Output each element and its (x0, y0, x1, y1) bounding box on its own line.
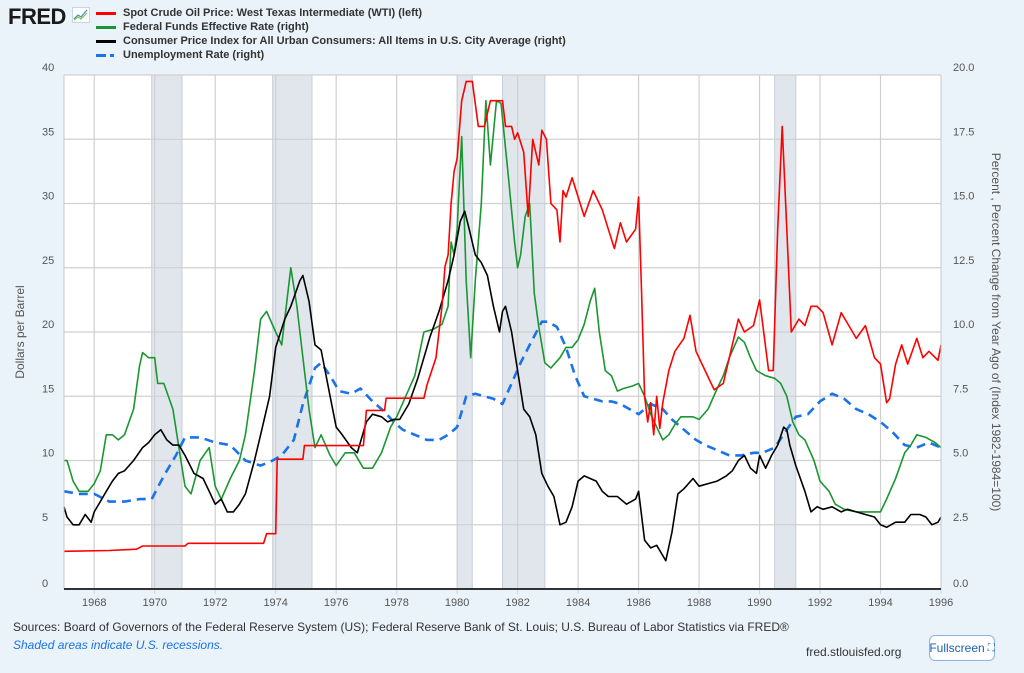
legend-item-unrate[interactable]: Unemployment Rate (right) (96, 48, 566, 62)
left-tick-label: 0 (42, 578, 48, 590)
x-tick-label: 1988 (687, 597, 711, 609)
fred-logo[interactable]: FRED (8, 4, 66, 29)
series-line-fed-funds[interactable] (64, 99, 942, 513)
line-chart: 0 5 10 15 20 25 30 35 40 0.0 2.5 5.0 7.5 10.0 12.5 15.0… (13, 62, 1003, 609)
legend-item-cpi[interactable]: Consumer Price Index for All Urban Consu… (96, 34, 566, 48)
legend-swatch-black (96, 39, 116, 43)
sources-text: Sources: Board of Governors of the Feder… (13, 620, 789, 634)
site-url[interactable]: fred.stlouisfed.org (806, 645, 902, 659)
recession-note[interactable]: Shaded areas indicate U.S. recessions. (13, 638, 224, 652)
legend-swatch-red (96, 11, 116, 15)
series-lines (63, 80, 942, 562)
right-tick-label: 12.5 (953, 255, 974, 267)
left-tick-label: 15 (42, 383, 54, 395)
left-tick-label: 20 (42, 319, 54, 331)
x-tick-label: 1968 (82, 597, 106, 609)
x-tick-label: 1984 (566, 597, 590, 609)
series-line-unemployment[interactable] (63, 320, 942, 503)
x-tick-label: 1978 (384, 597, 408, 609)
right-tick-label: 17.5 (953, 126, 974, 138)
left-tick-label: 40 (42, 62, 54, 74)
x-tick-label: 1990 (747, 597, 771, 609)
chart-legend: Spot Crude Oil Price: West Texas Interme… (96, 6, 566, 62)
legend-item-fedfunds[interactable]: Federal Funds Effective Rate (right) (96, 20, 566, 34)
x-tick-label: 1976 (324, 597, 348, 609)
fullscreen-button[interactable]: Fullscreen ⛶ (929, 635, 995, 661)
series-line-cpi[interactable] (63, 210, 942, 562)
left-tick-label: 5 (42, 512, 48, 524)
right-tick-label: 0.0 (953, 578, 968, 590)
right-tick-label: 7.5 (953, 383, 968, 395)
x-tick-label: 1996 (929, 597, 953, 609)
left-tick-label: 10 (42, 448, 54, 460)
fullscreen-label: Fullscreen (929, 641, 985, 655)
left-tick-label: 30 (42, 191, 54, 203)
x-tick-label: 1982 (505, 597, 529, 609)
x-tick-label: 1986 (626, 597, 650, 609)
left-axis-title: Dollars per Barrel (13, 285, 27, 378)
x-tick-label: 1970 (142, 597, 166, 609)
right-tick-label: 10.0 (953, 319, 974, 331)
right-tick-label: 20.0 (953, 62, 974, 74)
legend-label: Federal Funds Effective Rate (right) (123, 21, 309, 33)
legend-label: Spot Crude Oil Price: West Texas Interme… (123, 7, 423, 19)
series-line-wti-oil[interactable] (63, 80, 942, 553)
axes: 0 5 10 15 20 25 30 35 40 0.0 2.5 5.0 7.5 10.0 12.5 15.0… (42, 62, 974, 609)
right-tick-label: 5.0 (953, 448, 968, 460)
left-tick-label: 35 (42, 126, 54, 138)
x-tick-label: 1980 (445, 597, 469, 609)
x-tick-label: 1992 (808, 597, 832, 609)
legend-label: Unemployment Rate (right) (123, 49, 265, 61)
legend-swatch-green (96, 25, 116, 29)
line-chart-icon (72, 7, 90, 23)
left-tick-label: 25 (42, 255, 54, 267)
legend-item-wti[interactable]: Spot Crude Oil Price: West Texas Interme… (96, 6, 566, 20)
right-tick-label: 2.5 (953, 512, 968, 524)
x-tick-label: 1972 (203, 597, 227, 609)
right-tick-label: 15.0 (953, 191, 974, 203)
x-tick-label: 1994 (868, 597, 892, 609)
x-tick-label: 1974 (263, 597, 287, 609)
legend-swatch-blue-dashed (96, 53, 116, 57)
expand-icon: ⛶ (987, 642, 995, 654)
legend-label: Consumer Price Index for All Urban Consu… (123, 35, 566, 47)
right-axis-title: Percent , Percent Change from Year Ago o… (989, 153, 1003, 512)
